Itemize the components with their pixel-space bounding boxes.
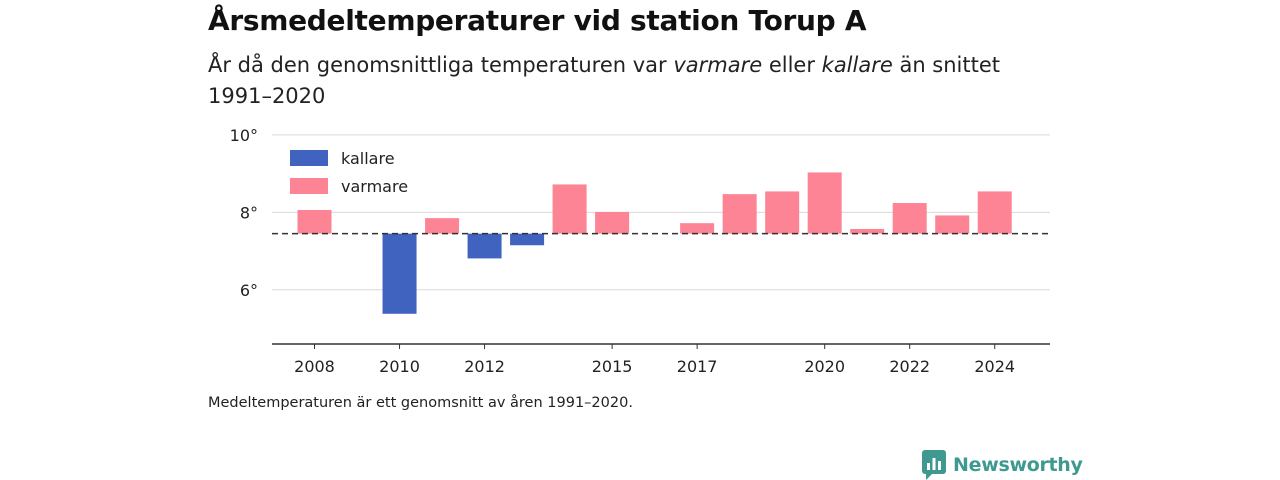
y-axis-ticks: 6° 8° 10° [230,126,258,300]
bar-2020 [807,172,842,234]
x-tick-label-2015: 2015 [592,357,633,376]
bar-2022 [892,203,927,234]
legend: kallare varmare [279,138,418,199]
y-tick-label-8: 8° [240,203,258,222]
bar-2010 [382,233,417,314]
bar-2023 [935,215,970,234]
legend-label-varmare: varmare [341,177,408,196]
y-tick-label-6: 6° [240,281,258,300]
y-tick-label-10: 10° [230,126,258,145]
bar-2019 [765,191,800,234]
footnote: Medeltemperaturen är ett genomsnitt av å… [208,395,633,411]
bar-2013 [510,233,545,246]
subtitle-part-3: än snittet 1991–2020 [208,53,1001,108]
bar-2014 [552,184,587,234]
bar-2008 [297,210,332,234]
legend-swatch-varmare [290,178,328,194]
x-tick-label-2020: 2020 [804,357,845,376]
x-tick-label-2017: 2017 [677,357,718,376]
bar-2015 [595,211,630,234]
legend-label-kallare: kallare [341,149,395,168]
newsworthy-logo: Newsworthy [922,450,1083,480]
x-axis-ticks: 2008 2010 2012 2015 2017 2020 2022 2024 [294,344,1015,376]
x-tick-label-2010: 2010 [379,357,420,376]
subtitle-part-1: År då den genomsnittliga temperaturen va… [208,53,674,77]
bar-2021 [850,228,885,234]
x-tick-label-2024: 2024 [974,357,1015,376]
bar-2018 [722,194,757,234]
newsworthy-logo-icon [922,450,946,480]
chart-subtitle: År då den genomsnittliga temperaturen va… [208,50,1028,112]
bar-2017 [680,223,715,234]
newsworthy-logo-text: Newsworthy [953,454,1083,476]
subtitle-warmer-word: varmare [673,53,763,77]
x-tick-label-2008: 2008 [294,357,335,376]
chart-title: Årsmedeltemperaturer vid station Torup A [208,4,867,37]
bars [297,172,1012,314]
subtitle-colder-word: kallare [821,53,893,77]
bar-2012 [467,233,502,259]
bar-2011 [425,218,460,234]
legend-swatch-kallare [290,150,328,166]
x-tick-label-2022: 2022 [889,357,930,376]
x-tick-label-2012: 2012 [464,357,505,376]
bar-2024 [977,191,1012,234]
subtitle-part-2: eller [762,53,822,77]
